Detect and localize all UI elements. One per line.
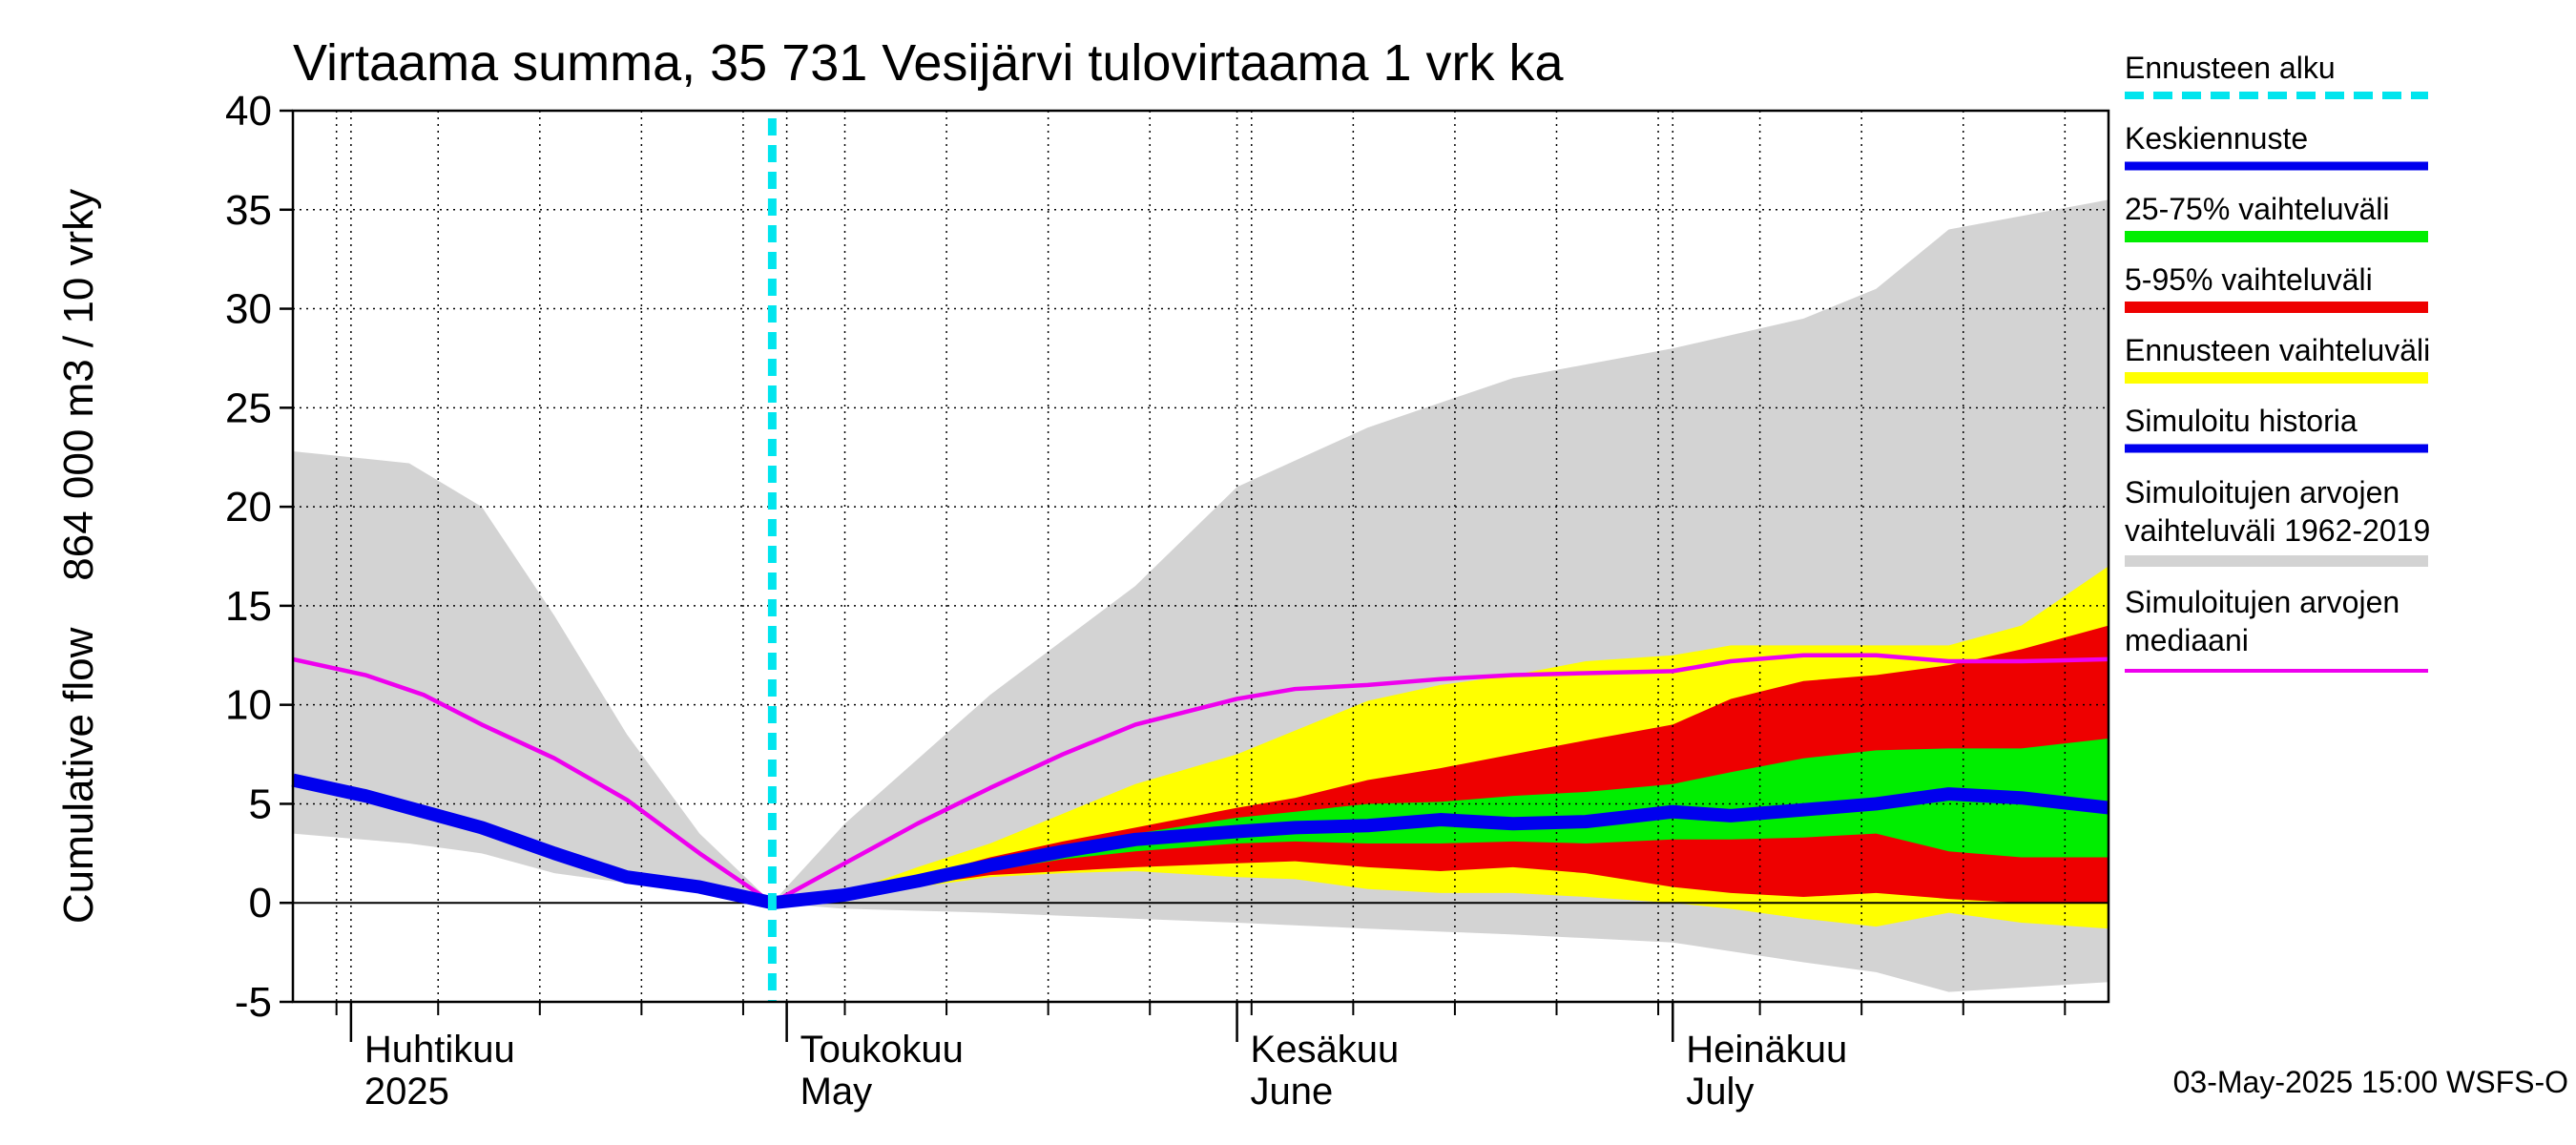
y-tick-label: 5 bbox=[249, 781, 272, 827]
y-tick-label: -5 bbox=[235, 979, 272, 1026]
month-label: Heinäkuu bbox=[1686, 1029, 1847, 1071]
month-label: Huhtikuu bbox=[364, 1029, 515, 1071]
month-sublabel: May bbox=[800, 1071, 873, 1113]
timestamp-footer: 03-May-2025 15:00 WSFS-O bbox=[2173, 1065, 2568, 1099]
line-simuloitujen-arvojen-mediaani bbox=[292, 653, 2109, 906]
month-sublabel: 2025 bbox=[364, 1071, 449, 1113]
y-tick-label: 10 bbox=[225, 682, 272, 729]
line-layer bbox=[291, 118, 2109, 1002]
y-tick-label: 30 bbox=[225, 286, 272, 333]
axes-layer: -50510152025303540Huhtikuu2025ToukokuuMa… bbox=[225, 88, 2110, 1113]
y-tick-label: 15 bbox=[225, 583, 272, 630]
legend-label-simuloitu-historia: Simuloitu historia bbox=[2125, 404, 2358, 438]
chart-title: Virtaama summa, 35 731 Vesijärvi tulovir… bbox=[293, 34, 1565, 92]
legend-label-simuloitujen-arvojen-vaihteluvali-1962-2019: Simuloitujen arvojen bbox=[2125, 475, 2399, 510]
line-keskiennuste bbox=[771, 787, 2109, 910]
legend: Ennusteen alku Keskiennuste 25-75% vaihtel… bbox=[2125, 51, 2430, 673]
legend-label-5-95-vaihteluvali: 5-95% vaihteluväli bbox=[2125, 262, 2373, 297]
legend-label-keskiennuste: Keskiennuste bbox=[2125, 121, 2308, 156]
month-label: Toukokuu bbox=[800, 1029, 964, 1071]
plot-frame bbox=[291, 109, 2110, 1004]
grid-layer bbox=[293, 110, 2109, 1003]
line-simuloitu-historia bbox=[291, 773, 774, 910]
y-tick-label: 40 bbox=[225, 88, 272, 135]
month-sublabel: June bbox=[1251, 1071, 1334, 1113]
legend-label-ennusteen-vaihteluvali: Ennusteen vaihteluväli bbox=[2125, 333, 2430, 367]
month-sublabel: July bbox=[1686, 1071, 1754, 1113]
legend-label-simuloitujen-arvojen-mediaani: mediaani bbox=[2125, 623, 2249, 657]
legend-label-ennusteen-alku: Ennusteen alku bbox=[2125, 51, 2336, 85]
y-tick-label: 20 bbox=[225, 484, 272, 531]
y-tick-label: 35 bbox=[225, 187, 272, 234]
band-layer bbox=[293, 199, 2109, 992]
y-axis-label: Cumulative flow 864 000 m3 / 10 vrky bbox=[55, 189, 102, 924]
y-tick-label: 0 bbox=[249, 880, 272, 926]
legend-label-simuloitujen-arvojen-vaihteluvali-1962-2019: vaihteluväli 1962-2019 bbox=[2125, 513, 2430, 548]
legend-label-simuloitujen-arvojen-mediaani: Simuloitujen arvojen bbox=[2125, 585, 2399, 619]
y-tick-label: 25 bbox=[225, 385, 272, 431]
month-label: Kesäkuu bbox=[1251, 1029, 1400, 1071]
legend-label-25-75-vaihteluvali: 25-75% vaihteluväli bbox=[2125, 192, 2390, 226]
